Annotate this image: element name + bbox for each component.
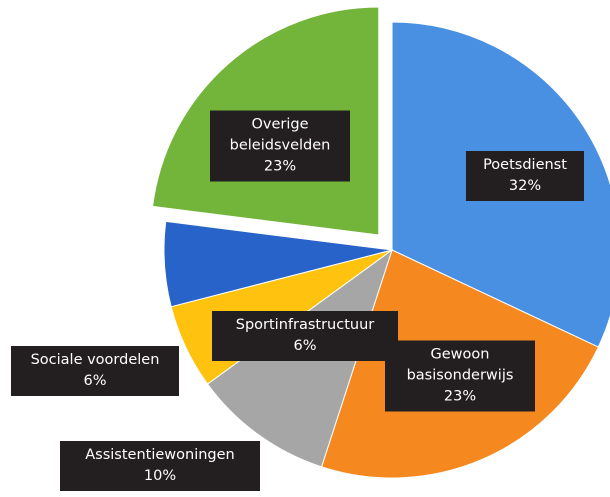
slice-value-label: 10% [143, 468, 177, 484]
slice-category-label: Poetsdienst [483, 157, 567, 173]
slice-value-label: 6% [83, 373, 107, 389]
slice-category-label: Sociale voordelen [30, 352, 160, 368]
slice-category-label: Sportinfrastructuur [235, 317, 375, 333]
pie-slice [163, 220, 393, 308]
slice-category-label: Gewoon basisonderwijs [406, 346, 514, 384]
slice-label: Poetsdienst 32% [466, 151, 584, 201]
slice-label: Gewoon basisonderwijs 23% [385, 340, 535, 412]
slice-category-label: Assistentiewoningen [85, 447, 235, 463]
slice-value-label: 6% [293, 338, 317, 354]
slice-value-label: 23% [263, 158, 297, 175]
slice-label: Assistentiewoningen 10% [60, 441, 260, 491]
slice-value-label: 32% [508, 178, 542, 194]
slice-value-label: 23% [443, 388, 477, 405]
slice-label: Sociale voordelen 6% [11, 346, 179, 396]
slice-label: Sportinfrastructuur 6% [212, 311, 398, 361]
slice-category-label: Overige beleidsvelden [229, 116, 331, 154]
slice-label: Overige beleidsvelden 23% [210, 110, 350, 182]
